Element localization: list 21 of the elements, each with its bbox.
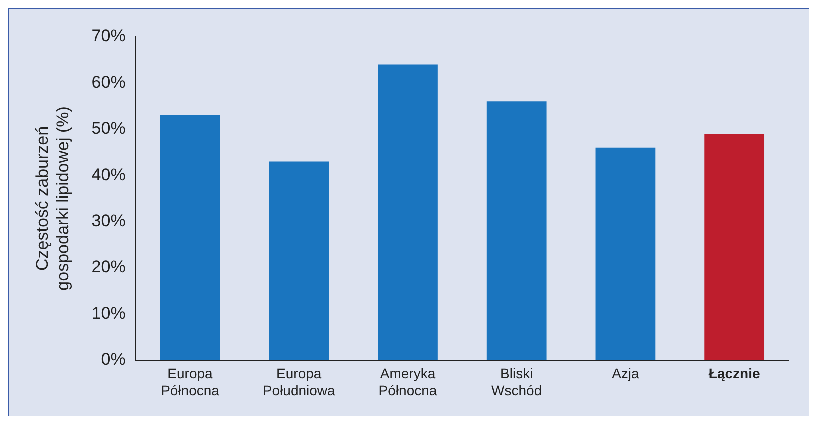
bar (596, 148, 656, 360)
bar (269, 162, 330, 360)
bar (486, 102, 547, 360)
bar (378, 64, 438, 360)
y-tick-label: 60% (92, 72, 126, 92)
y-tick-label: 20% (92, 258, 126, 277)
y-tick-label: 10% (92, 304, 126, 323)
y-tick-label: 40% (92, 165, 126, 184)
bar (160, 116, 220, 360)
x-tick-label: Łącznie (708, 366, 760, 382)
bar (704, 134, 765, 360)
x-tick-label: Bliski Wschód (492, 366, 542, 398)
y-tick-label: 70% (92, 26, 126, 46)
y-tick-label: 50% (92, 119, 126, 138)
y-tick-label: 30% (92, 211, 126, 230)
x-tick-label: Azja (612, 366, 640, 382)
x-tick-label: Ameryka Północna (378, 366, 438, 398)
x-tick-label: Europa Południowa (262, 366, 336, 398)
y-tick-label: 0% (101, 350, 126, 370)
x-tick-label: Europa Północna (161, 366, 220, 398)
y-axis-title: Częstość zaburzeń gospodarki lipidowej (%) (32, 106, 72, 291)
